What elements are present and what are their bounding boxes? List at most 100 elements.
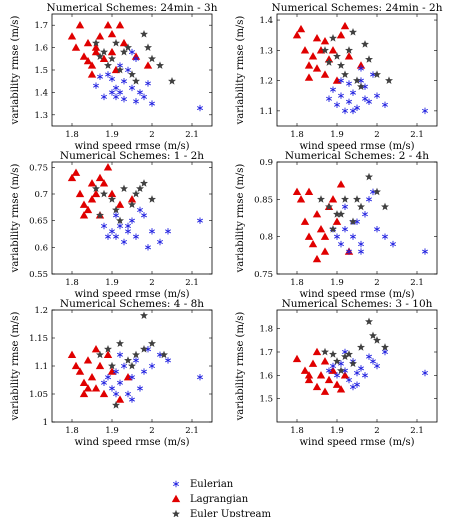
- x-axis-label: wind speed rmse (m/s): [299, 289, 414, 300]
- data-point: [312, 382, 322, 391]
- data-point: [113, 233, 119, 240]
- legend-marker-asterisk: [173, 480, 179, 488]
- data-point: [320, 247, 330, 255]
- chart-title: Numerical Schemes: 24min - 3h: [47, 2, 218, 14]
- data-point: [328, 195, 338, 203]
- data-point: [133, 55, 139, 62]
- data-point: [128, 70, 136, 78]
- data-point: [108, 54, 116, 63]
- x-tick-label: 1.9: [105, 278, 119, 288]
- data-point: [112, 401, 120, 409]
- data-point: [100, 189, 108, 198]
- data-point: [345, 350, 353, 358]
- data-point: [115, 200, 125, 208]
- data-point: [350, 233, 356, 240]
- data-point: [320, 70, 330, 78]
- plot-area: [51, 13, 213, 127]
- series-euler-upstream: [96, 311, 168, 409]
- y-tick-label: 1.7: [34, 21, 48, 31]
- chart-panel-6: Numerical Schemes: 3 - 10h 1.8 1.9 2 2.1 1.5 1…: [235, 298, 438, 448]
- legend-marker-asterisk-icon: [173, 480, 179, 488]
- data-point: [337, 366, 345, 375]
- data-point: [346, 80, 352, 87]
- data-point: [304, 73, 314, 81]
- data-point: [337, 61, 345, 69]
- data-point: [112, 205, 120, 214]
- y-axis-label: variability rmse (m/s): [10, 312, 21, 422]
- data-point: [95, 32, 105, 40]
- data-point: [365, 172, 373, 181]
- data-point: [304, 375, 314, 384]
- y-tick-label: 0.7: [34, 190, 48, 200]
- y-tick-label: 1.6: [34, 44, 48, 54]
- data-point: [83, 56, 93, 65]
- data-point: [105, 71, 111, 78]
- data-point: [148, 339, 156, 347]
- data-point: [132, 350, 140, 359]
- x-tick-label: 2.1: [185, 426, 199, 436]
- data-point: [117, 351, 123, 358]
- data-point: [354, 369, 360, 377]
- y-tick-label: 1.3: [34, 111, 48, 121]
- plot-area: [276, 13, 438, 127]
- data-point: [109, 385, 115, 392]
- data-point: [381, 343, 389, 351]
- data-point: [140, 345, 148, 353]
- series-eulerian: [101, 206, 203, 251]
- data-point: [346, 98, 352, 105]
- x-tick-label: 2.1: [185, 130, 199, 140]
- y-tick-label: 1.3: [259, 46, 273, 56]
- data-point: [129, 374, 135, 381]
- data-point: [312, 254, 322, 263]
- legend-label-lagrangian: Lagrangian: [190, 494, 249, 505]
- x-axis-label: wind speed rmse (m/s): [299, 437, 414, 448]
- chart-title: Numerical Schemes: 2 - 4h: [285, 150, 429, 162]
- data-point: [71, 168, 81, 176]
- data-point: [320, 387, 330, 395]
- x-axis-label: wind speed rmse (m/s): [74, 437, 189, 448]
- plot-area: [276, 161, 438, 275]
- data-point: [107, 29, 117, 38]
- data-point: [344, 52, 354, 60]
- data-point: [300, 46, 310, 54]
- data-point: [113, 93, 119, 101]
- data-point: [338, 360, 344, 367]
- data-point: [357, 202, 365, 211]
- y-axis-label: variability rmse (m/s): [10, 16, 21, 126]
- data-point: [324, 375, 334, 384]
- legend-label-eulerian: Eulerian: [190, 479, 234, 490]
- data-point: [357, 82, 365, 91]
- data-point: [127, 195, 137, 203]
- data-point: [340, 21, 350, 30]
- data-point: [357, 343, 365, 351]
- data-point: [197, 217, 203, 224]
- data-point: [340, 371, 350, 379]
- data-point: [300, 217, 310, 225]
- x-tick-label: 2: [149, 278, 154, 288]
- data-point: [336, 180, 346, 188]
- series-euler-upstream: [321, 317, 389, 375]
- data-point: [140, 29, 148, 38]
- x-tick-label: 1.9: [105, 426, 119, 436]
- data-point: [149, 228, 155, 235]
- data-point: [125, 66, 131, 74]
- data-point: [113, 368, 119, 375]
- data-point: [132, 189, 140, 198]
- data-point: [140, 311, 148, 319]
- data-point: [101, 379, 107, 386]
- y-tick-label: 0.65: [29, 217, 48, 227]
- data-point: [79, 211, 89, 219]
- data-point: [326, 367, 332, 374]
- data-point: [165, 228, 171, 235]
- data-point: [141, 368, 147, 375]
- data-point: [312, 34, 322, 42]
- data-point: [121, 95, 127, 103]
- data-point: [128, 361, 136, 370]
- data-point: [308, 359, 318, 367]
- series-eulerian: [326, 65, 428, 115]
- data-point: [105, 374, 111, 381]
- x-tick-label: 2: [149, 130, 154, 140]
- data-point: [113, 212, 119, 219]
- data-point: [165, 357, 171, 364]
- data-point: [121, 238, 127, 246]
